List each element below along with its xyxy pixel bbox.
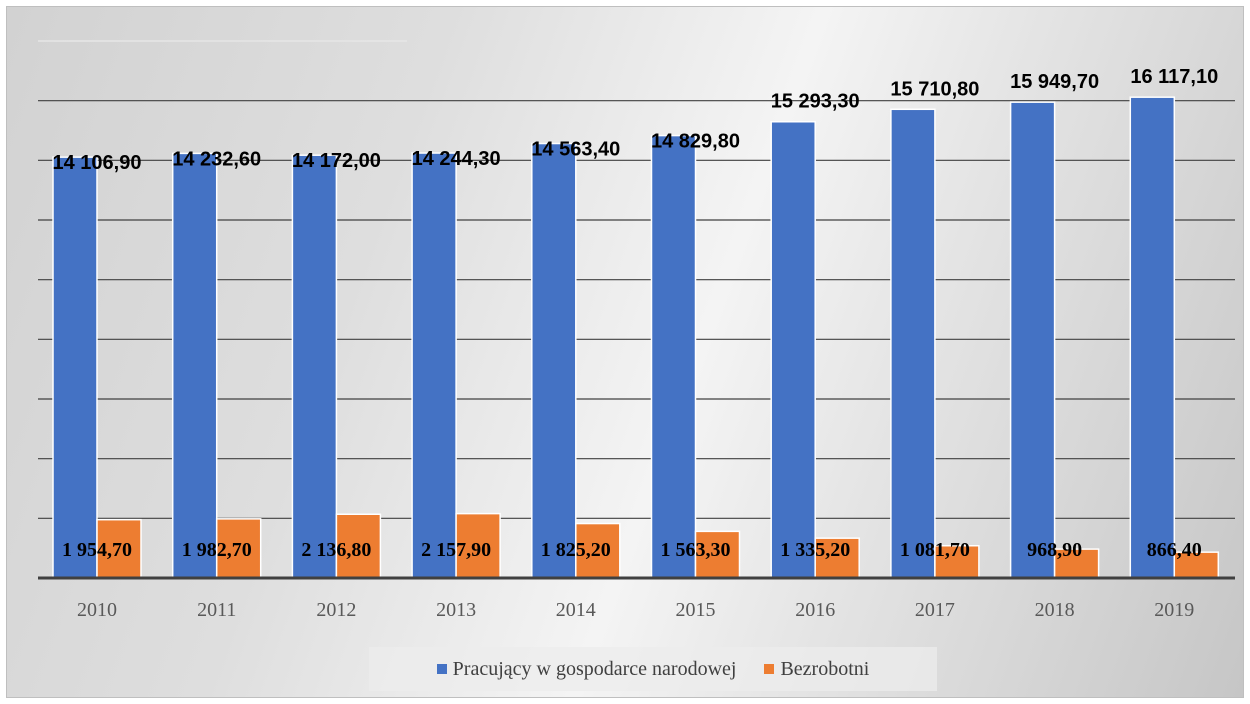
data-label-series-1: 1 982,70 bbox=[182, 539, 252, 561]
data-label-series-1: 2 136,80 bbox=[301, 539, 371, 561]
bar-series-0 bbox=[1129, 96, 1176, 579]
bar-series-1 bbox=[96, 518, 142, 579]
x-tick-label: 2016 bbox=[795, 599, 835, 621]
legend-item-series-1: Bezrobotni bbox=[764, 658, 869, 681]
data-label-series-1: 2 157,90 bbox=[421, 539, 491, 561]
bar-series-0 bbox=[531, 142, 577, 579]
data-label-series-0: 14 106,90 bbox=[53, 152, 142, 174]
data-label-series-0: 15 293,30 bbox=[771, 91, 860, 113]
data-label-series-0: 14 232,60 bbox=[172, 148, 261, 170]
x-tick-label: 2013 bbox=[436, 599, 476, 621]
bar-series-1 bbox=[934, 544, 980, 579]
chart-plot: 2010 14 106,90 1 954,70 2011 14 232,60 1 982,… bbox=[38, 40, 1235, 621]
x-tick-label: 2019 bbox=[1154, 599, 1194, 621]
bar-series-0 bbox=[52, 156, 98, 579]
data-label-series-1: 1 335,20 bbox=[780, 539, 850, 561]
data-label-series-0: 14 244,30 bbox=[412, 148, 501, 170]
data-label-series-0: 14 829,80 bbox=[651, 131, 740, 153]
legend: Pracujący w gospodarce narodowej Bezrobo… bbox=[369, 647, 937, 691]
legend-swatch-series-1 bbox=[764, 664, 775, 674]
bar-series-0 bbox=[1009, 101, 1056, 579]
data-label-series-1: 1 825,20 bbox=[541, 539, 611, 561]
bar-series-0 bbox=[171, 152, 218, 579]
data-label-series-0: 14 172,00 bbox=[292, 150, 381, 172]
data-label-series-0: 15 949,70 bbox=[1010, 71, 1099, 93]
data-label-series-0: 14 563,40 bbox=[531, 139, 620, 161]
legend-item-series-0: Pracujący w gospodarce narodowej bbox=[436, 657, 737, 681]
legend-label-series-1: Bezrobotni bbox=[780, 657, 870, 680]
legend-label-series-0: Pracujący w gospodarce narodowej bbox=[452, 657, 737, 680]
x-tick-label: 2017 bbox=[915, 599, 955, 621]
bar-series-0 bbox=[411, 152, 457, 579]
x-tick-label: 2011 bbox=[197, 599, 236, 621]
x-tick-label: 2010 bbox=[77, 599, 117, 621]
bar-series-1 bbox=[814, 537, 860, 579]
data-label-series-1: 1 563,30 bbox=[661, 539, 731, 561]
legend-swatch-series-0 bbox=[436, 664, 447, 674]
bar-series-0 bbox=[291, 154, 338, 579]
x-tick-label: 2014 bbox=[556, 599, 596, 621]
x-tick-label: 2012 bbox=[316, 599, 356, 621]
bar-series-0 bbox=[890, 108, 936, 579]
data-label-series-1: 968,90 bbox=[1027, 539, 1082, 561]
chart-frame: 2010 14 106,90 1 954,70 2011 14 232,60 1 982,… bbox=[6, 6, 1244, 698]
data-label-series-1: 1 954,70 bbox=[62, 539, 132, 561]
x-tick-label: 2015 bbox=[676, 599, 716, 621]
bar-series-0 bbox=[770, 120, 816, 579]
data-label-series-1: 866,40 bbox=[1147, 539, 1202, 561]
x-tick-label: 2018 bbox=[1035, 599, 1075, 621]
data-label-series-0: 16 117,10 bbox=[1130, 66, 1218, 88]
bar-series-1 bbox=[1053, 548, 1100, 579]
bar-series-0 bbox=[650, 134, 697, 579]
data-label-series-0: 15 710,80 bbox=[890, 78, 979, 100]
data-label-series-1: 1 081,70 bbox=[900, 539, 970, 561]
